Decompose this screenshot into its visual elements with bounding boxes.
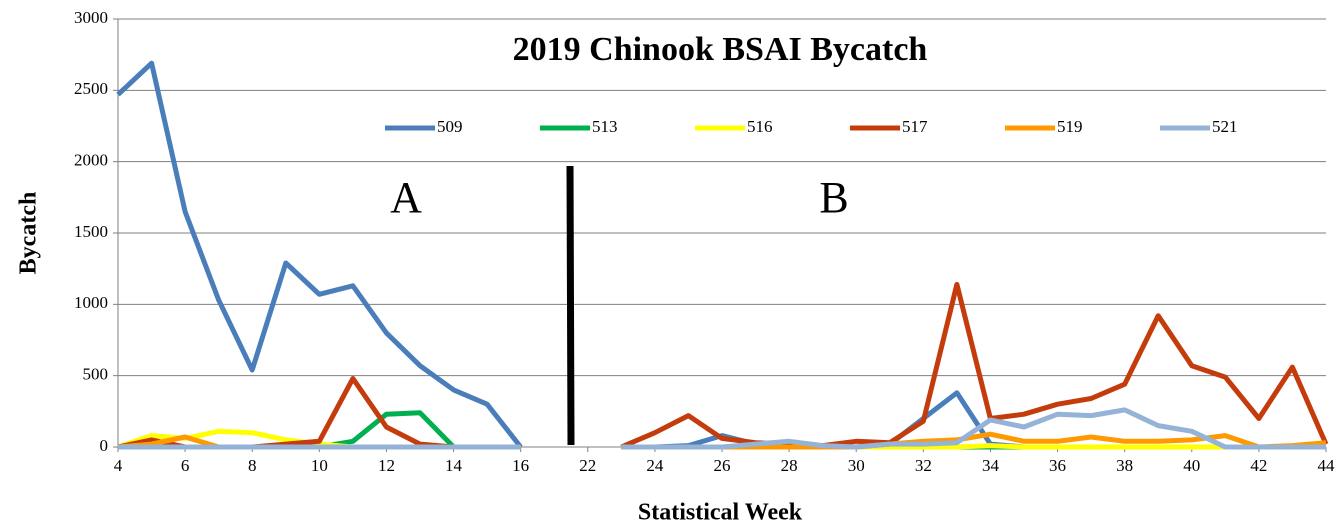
annotation: A bbox=[390, 173, 422, 222]
x-tick-label: 32 bbox=[915, 456, 932, 475]
x-tick-label: 28 bbox=[781, 456, 798, 475]
x-tick-label: 26 bbox=[714, 456, 731, 475]
x-tick-label: 4 bbox=[114, 456, 123, 475]
x-tick-label: 6 bbox=[181, 456, 190, 475]
x-tick-label: 36 bbox=[1049, 456, 1066, 475]
x-tick-label: 12 bbox=[378, 456, 395, 475]
x-tick-label: 24 bbox=[646, 456, 664, 475]
x-tick-label: 8 bbox=[248, 456, 257, 475]
series-line bbox=[118, 407, 1326, 450]
y-axis-label: Bycatch bbox=[16, 192, 42, 275]
x-tick-label: 38 bbox=[1116, 456, 1133, 475]
x-tick-label: 30 bbox=[848, 456, 865, 475]
x-tick-label: 14 bbox=[445, 456, 463, 475]
legend-label: 509 bbox=[437, 117, 463, 136]
y-tick-label: 0 bbox=[100, 436, 109, 455]
divider bbox=[566, 165, 575, 446]
x-tick-label: 10 bbox=[311, 456, 328, 475]
legend-label: 516 bbox=[747, 117, 773, 136]
y-tick-label: 2000 bbox=[74, 151, 108, 170]
legend-label: 521 bbox=[1212, 117, 1238, 136]
legend-label: 519 bbox=[1057, 117, 1083, 136]
x-tick-label: 44 bbox=[1318, 456, 1336, 475]
y-tick-label: 500 bbox=[83, 365, 109, 384]
y-tick-label: 2500 bbox=[74, 79, 108, 98]
x-tick-label: 22 bbox=[579, 456, 596, 475]
chart-title: 2019 Chinook BSAI Bycatch bbox=[513, 31, 928, 68]
y-tick-label: 1000 bbox=[74, 293, 108, 312]
x-tick-label: 42 bbox=[1250, 456, 1267, 475]
y-tick-label: 1500 bbox=[74, 222, 108, 241]
legend-label: 513 bbox=[592, 117, 618, 136]
annotation: B bbox=[819, 173, 848, 222]
x-tick-label: 40 bbox=[1183, 456, 1200, 475]
x-tick-label: 34 bbox=[982, 456, 1000, 475]
legend-label: 517 bbox=[902, 117, 928, 136]
series-line bbox=[117, 281, 1329, 450]
y-tick-label: 3000 bbox=[74, 8, 108, 27]
x-axis-label: Statistical Week bbox=[638, 500, 803, 526]
x-tick-label: 16 bbox=[512, 456, 529, 475]
series-line bbox=[116, 60, 1326, 450]
